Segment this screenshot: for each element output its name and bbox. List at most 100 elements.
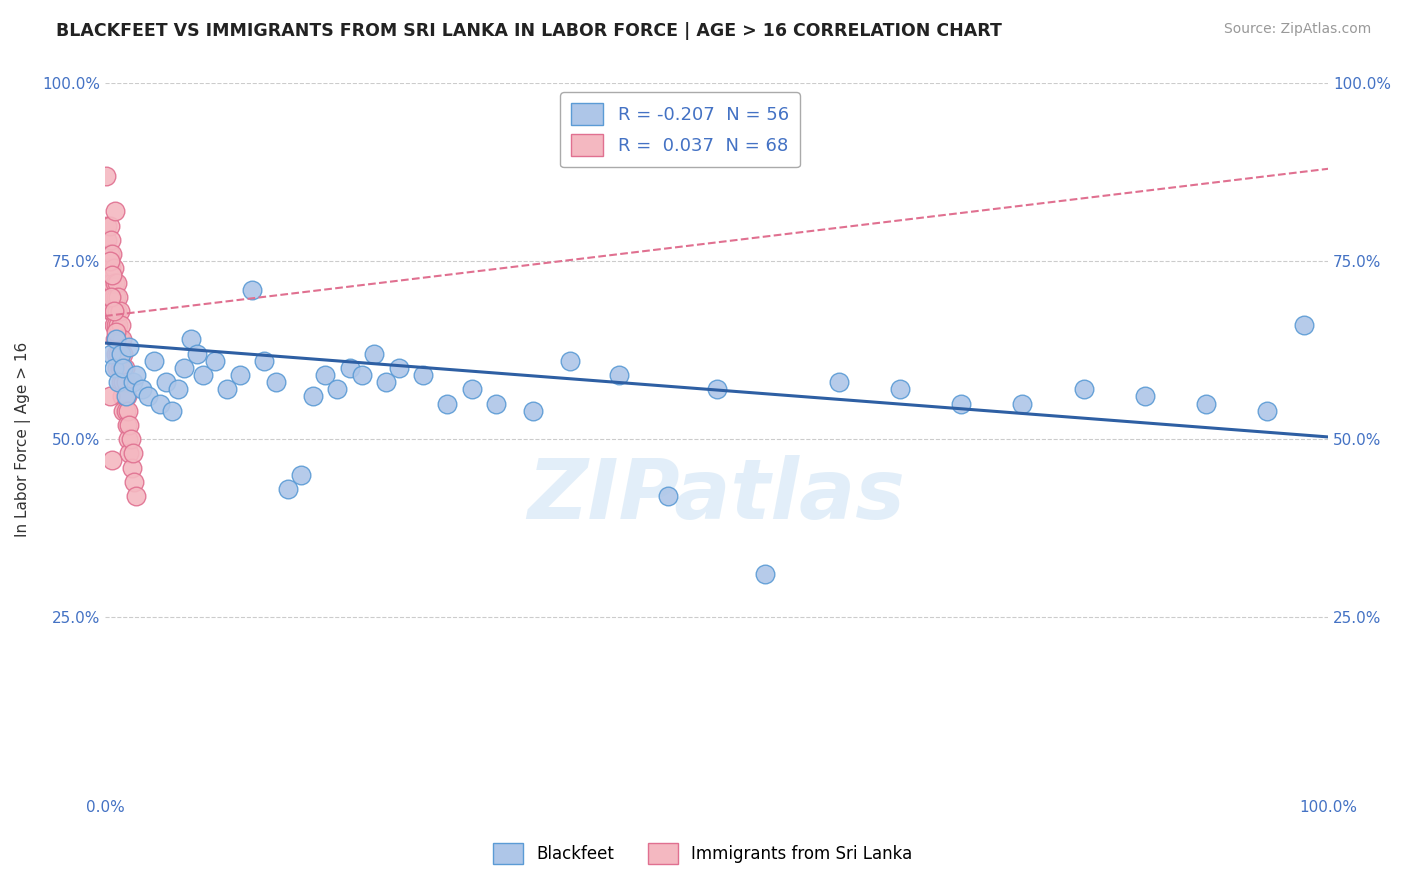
- Point: [1073, 382, 1095, 396]
- Point: [104, 304, 127, 318]
- Point: [111, 360, 134, 375]
- Point: [350, 368, 373, 382]
- Point: [101, 276, 124, 290]
- Point: [112, 375, 135, 389]
- Legend: R = -0.207  N = 56, R =  0.037  N = 68: R = -0.207 N = 56, R = 0.037 N = 68: [560, 93, 800, 167]
- Point: [485, 396, 508, 410]
- Point: [110, 375, 132, 389]
- Point: [114, 403, 136, 417]
- Point: [339, 360, 361, 375]
- Point: [122, 375, 145, 389]
- Point: [412, 368, 434, 382]
- Point: [98, 276, 121, 290]
- Point: [558, 354, 581, 368]
- Point: [104, 318, 127, 333]
- Point: [108, 360, 131, 375]
- Point: [326, 382, 349, 396]
- Y-axis label: In Labor Force | Age > 16: In Labor Force | Age > 16: [15, 342, 31, 537]
- Point: [828, 375, 851, 389]
- Point: [100, 233, 122, 247]
- Point: [173, 360, 195, 375]
- Point: [107, 375, 129, 389]
- Point: [124, 475, 146, 489]
- Point: [107, 318, 129, 333]
- Point: [217, 382, 239, 396]
- Point: [98, 290, 121, 304]
- Point: [105, 360, 128, 375]
- Point: [97, 276, 120, 290]
- Point: [103, 360, 125, 375]
- Point: [114, 360, 136, 375]
- Point: [104, 347, 127, 361]
- Point: [118, 446, 141, 460]
- Text: Source: ZipAtlas.com: Source: ZipAtlas.com: [1223, 22, 1371, 37]
- Point: [96, 169, 118, 183]
- Point: [100, 347, 122, 361]
- Point: [124, 489, 146, 503]
- Point: [1133, 389, 1156, 403]
- Point: [118, 417, 141, 432]
- Point: [115, 417, 138, 432]
- Point: [186, 347, 208, 361]
- Point: [108, 304, 131, 318]
- Point: [101, 304, 124, 318]
- Point: [100, 261, 122, 276]
- Point: [1256, 403, 1278, 417]
- Point: [950, 396, 973, 410]
- Point: [136, 389, 159, 403]
- Point: [104, 290, 127, 304]
- Point: [114, 375, 136, 389]
- Point: [100, 290, 122, 304]
- Point: [112, 403, 135, 417]
- Point: [240, 283, 263, 297]
- Point: [104, 204, 127, 219]
- Point: [121, 460, 143, 475]
- Point: [107, 290, 129, 304]
- Point: [103, 290, 125, 304]
- Point: [522, 403, 544, 417]
- Point: [112, 347, 135, 361]
- Point: [104, 333, 127, 347]
- Point: [314, 368, 336, 382]
- Point: [387, 360, 409, 375]
- Point: [124, 368, 146, 382]
- Point: [117, 403, 139, 417]
- Point: [657, 489, 679, 503]
- Point: [98, 247, 121, 261]
- Point: [97, 247, 120, 261]
- Point: [97, 261, 120, 276]
- Point: [98, 254, 121, 268]
- Point: [103, 261, 125, 276]
- Text: ZIPatlas: ZIPatlas: [527, 456, 905, 536]
- Point: [1292, 318, 1315, 333]
- Point: [228, 368, 250, 382]
- Point: [111, 333, 134, 347]
- Point: [104, 333, 127, 347]
- Point: [105, 304, 128, 318]
- Point: [142, 354, 165, 368]
- Text: BLACKFEET VS IMMIGRANTS FROM SRI LANKA IN LABOR FORCE | AGE > 16 CORRELATION CHA: BLACKFEET VS IMMIGRANTS FROM SRI LANKA I…: [56, 22, 1002, 40]
- Point: [302, 389, 325, 403]
- Point: [96, 219, 118, 233]
- Point: [103, 304, 125, 318]
- Point: [204, 354, 226, 368]
- Point: [253, 354, 276, 368]
- Point: [107, 347, 129, 361]
- Point: [155, 375, 177, 389]
- Point: [118, 340, 141, 354]
- Point: [114, 389, 136, 403]
- Point: [754, 567, 776, 582]
- Point: [706, 382, 728, 396]
- Point: [104, 276, 127, 290]
- Point: [105, 333, 128, 347]
- Point: [167, 382, 190, 396]
- Point: [100, 304, 122, 318]
- Point: [131, 382, 153, 396]
- Point: [149, 396, 172, 410]
- Point: [607, 368, 630, 382]
- Point: [96, 233, 118, 247]
- Point: [103, 318, 125, 333]
- Point: [461, 382, 484, 396]
- Point: [1195, 396, 1218, 410]
- Point: [105, 276, 128, 290]
